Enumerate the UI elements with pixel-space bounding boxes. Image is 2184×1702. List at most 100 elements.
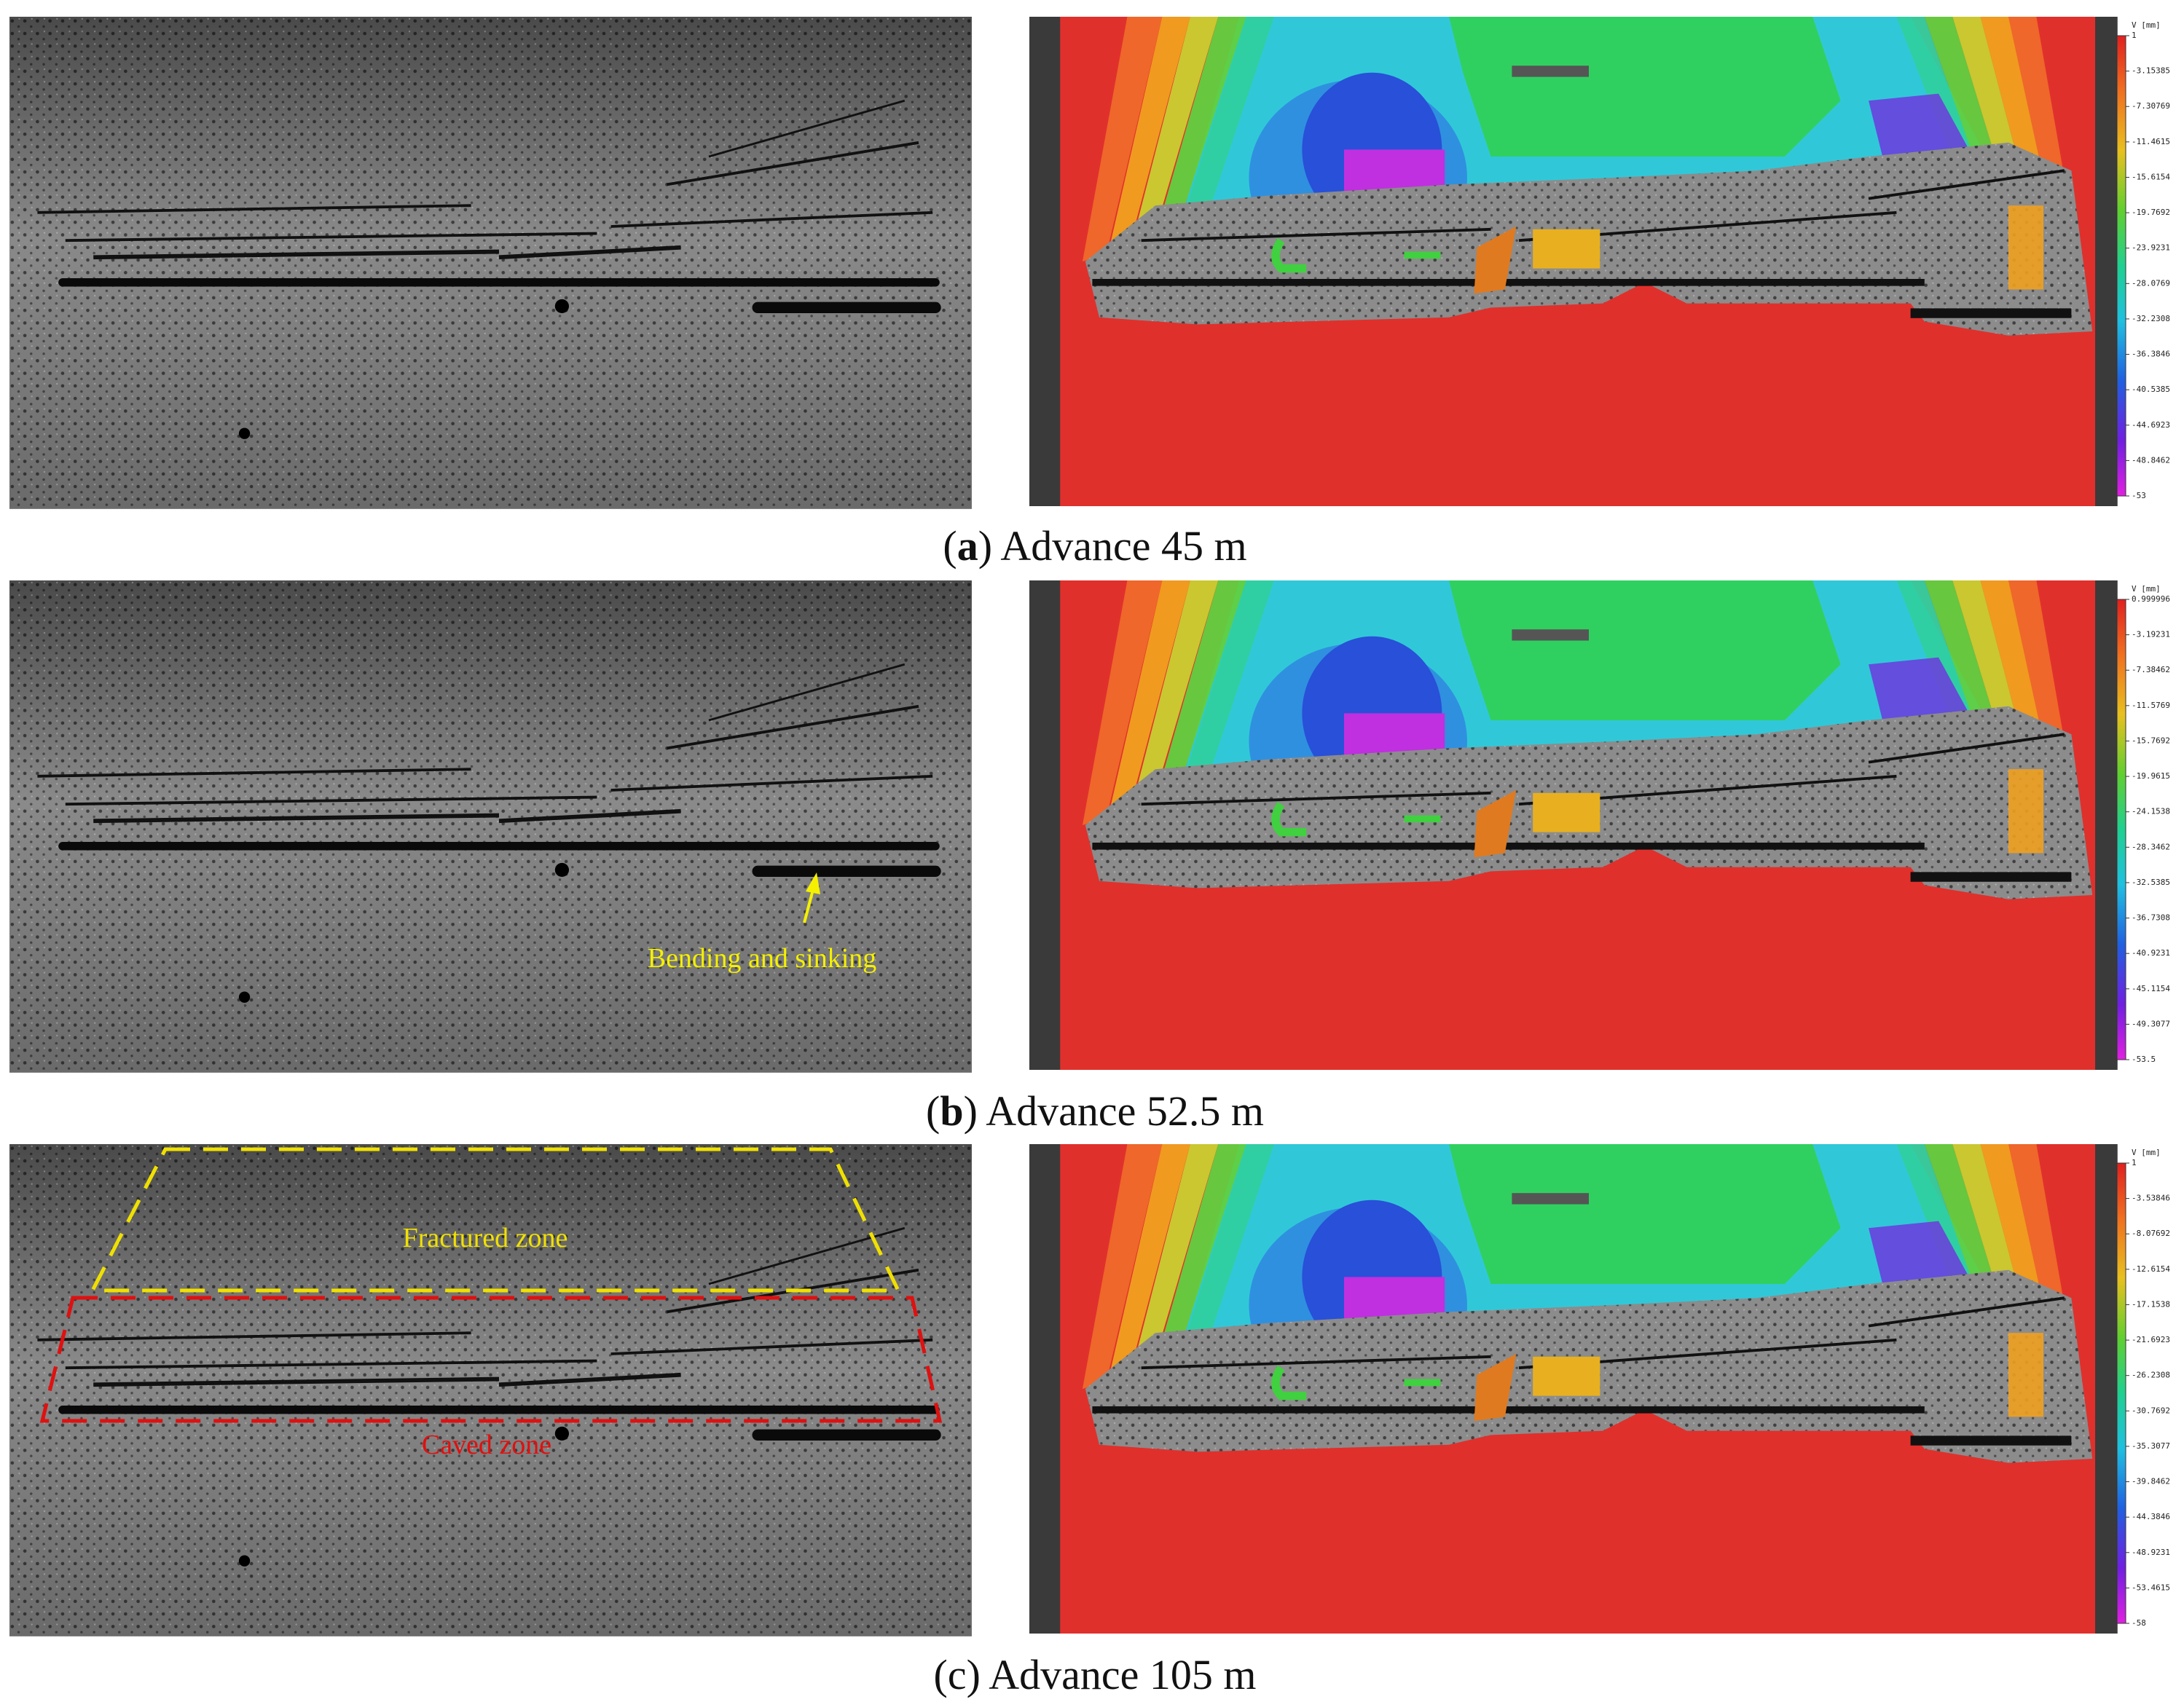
colorbar-label: -49.3077 xyxy=(2132,1019,2170,1028)
crack xyxy=(65,1359,597,1370)
zone-green xyxy=(1404,815,1441,823)
photo xyxy=(9,1144,972,1636)
zone-band xyxy=(1980,1144,2043,1305)
colorbar-label: -40.9231 xyxy=(2132,948,2170,958)
caption-part: a xyxy=(957,522,978,570)
caption-part: c xyxy=(948,1651,967,1698)
zone-orange xyxy=(1474,1354,1517,1422)
colorbar-label: -48.9231 xyxy=(2132,1548,2170,1557)
photo-texture xyxy=(9,1144,972,1636)
panel-row: V [mm]1 -3.53846 -8.07692 -12.6154 -17.1538 -… xyxy=(9,1144,2170,1636)
colorbar-label: -28.0769 xyxy=(2132,278,2170,288)
zone-band xyxy=(1127,17,1219,261)
colorbar-label: -3.53846 xyxy=(2132,1194,2170,1203)
zone-orange xyxy=(1474,226,1517,294)
crack xyxy=(37,768,471,778)
photo xyxy=(9,17,972,509)
zone-orange xyxy=(1474,790,1517,858)
zone-band xyxy=(1148,1144,1246,1389)
crack xyxy=(667,704,919,750)
panel-row: V [mm]0.999996 -3.19231 -7.38462 -11.5769 -1… xyxy=(9,580,2170,1073)
caption-part: ) Advance 52.5 m xyxy=(964,1087,1264,1135)
crack xyxy=(708,663,906,722)
colorbar-label: -11.4615 xyxy=(2132,137,2170,146)
crack xyxy=(37,1331,471,1341)
photo xyxy=(9,580,972,1073)
crack xyxy=(708,99,906,158)
zone-band xyxy=(1169,17,1274,261)
colorbar-label: 1 xyxy=(2132,1158,2137,1167)
colorbar-label: -17.1538 xyxy=(2132,1299,2170,1309)
caption: (a) Advance 45 m xyxy=(943,522,1246,570)
zone-green xyxy=(1449,17,1841,157)
crack xyxy=(667,141,919,186)
colorbar-label: -15.7692 xyxy=(2132,736,2170,745)
colorbar-label: -44.3846 xyxy=(2132,1512,2170,1521)
colorbar-label: -32.5385 xyxy=(2132,878,2170,887)
zone-band xyxy=(1924,580,2002,741)
crack xyxy=(1868,1296,2065,1328)
caption: (b) Advance 52.5 m xyxy=(926,1087,1264,1135)
colorbar-label: -44.6923 xyxy=(2132,420,2170,430)
zone-band xyxy=(1127,1144,1219,1389)
colorbar-label: -30.7692 xyxy=(2132,1406,2170,1415)
colorbar-label: -3.15385 xyxy=(2132,66,2170,76)
colorbar-label: 1 xyxy=(2132,31,2137,40)
zone-band xyxy=(2008,769,2043,854)
crack xyxy=(610,210,933,228)
colorbar-label: -23.9231 xyxy=(2132,243,2170,253)
colorbar-label: -19.7692 xyxy=(2132,208,2170,217)
caption-part: ) Advance 105 m xyxy=(967,1651,1257,1698)
zone-band xyxy=(1148,17,1246,261)
caption-part: ( xyxy=(934,1651,948,1698)
crack xyxy=(37,204,471,214)
zone-green xyxy=(1449,580,1841,720)
caption-part: ) Advance 45 m xyxy=(978,522,1247,570)
zone-band xyxy=(2008,17,2065,178)
zone-green xyxy=(1271,802,1307,837)
hole xyxy=(238,1555,251,1567)
colorbar-label: -26.2308 xyxy=(2132,1371,2170,1380)
zone-green xyxy=(1404,251,1441,259)
caption: (c) Advance 105 m xyxy=(934,1651,1257,1698)
colorbar xyxy=(2116,35,2126,497)
crack xyxy=(498,808,681,824)
crack xyxy=(610,1338,933,1355)
colorbar-label: -53 xyxy=(2132,491,2146,500)
displacement-map xyxy=(1029,17,2118,506)
colorbar-label: -7.38462 xyxy=(2132,665,2170,674)
zone-band xyxy=(1082,580,1163,825)
hole xyxy=(554,1426,569,1441)
zone-band xyxy=(1148,580,1246,825)
annotation: Bending and sinking xyxy=(648,943,877,974)
arrow xyxy=(803,886,815,923)
hole xyxy=(238,428,251,439)
hole xyxy=(238,991,251,1003)
zone-band xyxy=(1924,17,2002,178)
colorbar-label: -48.8462 xyxy=(2132,455,2170,465)
zone-green xyxy=(1271,1366,1307,1400)
caption-part: ( xyxy=(943,522,957,570)
colorbar-label: -24.1538 xyxy=(2132,807,2170,816)
caption-part: b xyxy=(940,1087,963,1135)
zone-band xyxy=(1106,17,1190,261)
colorbar-label: -19.9615 xyxy=(2132,771,2170,781)
zone-band xyxy=(1952,17,2023,178)
arrowhead xyxy=(806,872,820,894)
crack xyxy=(93,813,500,824)
hole-bar xyxy=(1512,629,1589,641)
colorbar-label: -36.7308 xyxy=(2132,913,2170,923)
hole xyxy=(554,862,569,878)
colorbar-label: -12.6154 xyxy=(2132,1264,2170,1274)
panel-row: V [mm]1 -3.15385 -7.30769 -11.4615 -15.6154 -… xyxy=(9,17,2170,509)
crack xyxy=(1141,1355,1491,1370)
zone-band xyxy=(1106,580,1190,825)
zone-band xyxy=(2008,205,2043,290)
hole-bar xyxy=(1512,1193,1589,1205)
crack xyxy=(1141,227,1491,243)
colorbar-label: -3.19231 xyxy=(2132,630,2170,639)
crack xyxy=(498,245,681,260)
zone-band xyxy=(1082,1144,1163,1389)
colorbar-label: -58 xyxy=(2132,1618,2146,1628)
